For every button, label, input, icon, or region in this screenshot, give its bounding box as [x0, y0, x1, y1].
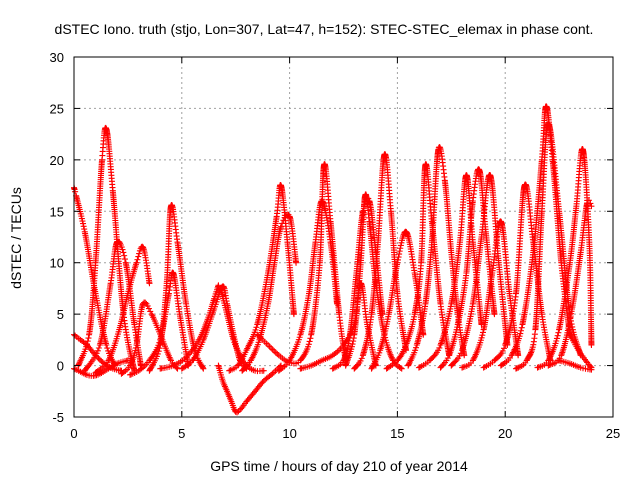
data-point-marker	[253, 324, 260, 331]
data-point-marker	[305, 341, 312, 348]
data-point-marker	[260, 367, 267, 374]
y-tick-label: 25	[50, 101, 64, 116]
data-point-marker	[76, 359, 83, 366]
y-tick-label: 0	[57, 359, 64, 374]
data-point-marker	[85, 335, 92, 342]
data-point-marker	[279, 220, 286, 227]
data-point-marker	[83, 343, 90, 350]
data-point-marker	[79, 218, 86, 225]
data-point-marker	[260, 378, 267, 384]
plot-area	[71, 103, 595, 416]
data-point-marker	[93, 350, 100, 357]
y-tick-label: 5	[57, 307, 64, 322]
series-15	[239, 211, 300, 374]
y-tick-label: 15	[50, 204, 64, 219]
data-point-marker	[398, 365, 405, 372]
data-point-marker	[349, 341, 356, 348]
data-point-marker	[290, 311, 297, 318]
series-9	[146, 202, 207, 374]
data-point-marker	[389, 356, 396, 363]
x-tick-label: 25	[606, 426, 620, 441]
x-tick-label: 20	[498, 426, 512, 441]
y-tick-label: 20	[50, 153, 64, 168]
data-point-marker	[120, 249, 127, 256]
data-point-marker	[156, 345, 163, 352]
data-point-marker	[95, 345, 102, 352]
series-21	[351, 151, 410, 372]
series-6	[92, 243, 153, 376]
data-point-marker	[81, 226, 88, 233]
data-point-marker	[306, 338, 313, 345]
x-axis-label: GPS time / hours of day 210 of year 2014	[210, 458, 468, 474]
data-point-marker	[134, 256, 141, 263]
data-point-marker	[154, 350, 161, 357]
data-point-marker	[397, 364, 404, 371]
data-point-marker	[280, 217, 287, 224]
data-point-marker	[388, 354, 395, 361]
data-point-marker	[132, 347, 139, 354]
data-point-marker	[80, 223, 87, 230]
data-point-marker	[119, 246, 126, 253]
data-point-marker	[121, 252, 128, 259]
series-12	[215, 362, 284, 416]
y-tick-label: 10	[50, 256, 64, 271]
data-point-marker	[215, 282, 222, 289]
x-tick-label: 10	[282, 426, 296, 441]
series-17	[275, 198, 341, 374]
data-point-marker	[133, 259, 140, 266]
data-point-marker	[252, 326, 259, 333]
x-tick-label: 15	[390, 426, 404, 441]
data-point-marker	[135, 253, 142, 260]
data-point-marker	[293, 259, 300, 266]
data-point-marker	[359, 208, 366, 215]
data-point-marker	[307, 335, 314, 342]
data-point-marker	[80, 220, 87, 227]
data-point-marker	[267, 372, 274, 379]
series-7	[118, 299, 181, 377]
series-16	[254, 161, 349, 367]
data-point-marker	[146, 280, 153, 287]
data-point-marker	[132, 344, 139, 351]
series-10	[157, 282, 222, 372]
data-point-marker	[334, 300, 341, 307]
y-tick-label: -5	[52, 410, 64, 425]
data-point-marker	[94, 347, 101, 354]
data-point-marker	[121, 256, 128, 263]
x-tick-label: 5	[178, 426, 185, 441]
data-point-marker	[241, 365, 248, 372]
data-point-marker	[84, 341, 91, 348]
data-point-marker	[200, 365, 207, 372]
data-point-marker	[277, 223, 284, 230]
data-point-marker	[142, 299, 149, 306]
data-point-marker	[144, 302, 151, 309]
data-point-marker	[350, 338, 357, 345]
data-point-marker	[147, 308, 154, 315]
data-point-marker	[165, 290, 172, 297]
y-tick-label: 30	[50, 50, 64, 65]
series-3	[71, 357, 131, 379]
data-point-marker	[96, 356, 103, 363]
data-point-marker	[259, 379, 266, 386]
data-point-marker	[255, 332, 262, 339]
y-axis-label: dSTEC / TECUs	[8, 187, 24, 289]
data-point-marker	[103, 342, 110, 348]
x-tick-label: 0	[70, 426, 77, 441]
chart-title: dSTEC Iono. truth (stjo, Lon=307, Lat=47…	[55, 21, 594, 37]
data-point-marker	[155, 348, 162, 355]
data-point-marker	[104, 345, 111, 352]
data-point-marker	[136, 250, 143, 257]
data-point-marker	[145, 305, 152, 312]
data-point-marker	[84, 338, 91, 345]
data-point-marker	[330, 365, 337, 372]
data-point-marker	[183, 354, 190, 361]
data-point-marker	[167, 356, 174, 363]
data-point-marker	[72, 188, 79, 195]
data-point-marker	[348, 343, 355, 350]
